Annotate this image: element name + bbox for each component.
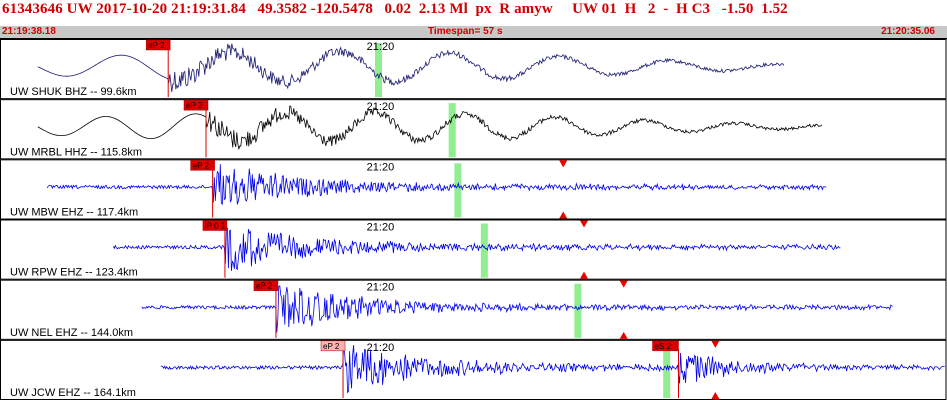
waveform-trace [46,164,827,205]
trace-panel-frame [0,39,947,100]
waveform-trace [37,43,785,92]
p-pick-label: eP 2 [323,342,340,351]
end-time: 21:20:35.06 [881,26,935,37]
station-label: UW JCW EHZ -- 164.1km [10,387,136,399]
event-header: 61343646 UW 2017-10-20 21:19:31.84 49.35… [0,0,947,26]
seismogram-panel[interactable]: 21:20 eP 2 UW SHUK BHZ -- 99.6km 21:20 eP 2 U… [0,39,947,400]
amplitude-window-marker [580,271,589,279]
time-bar: 21:19:38.18 Timespan= 57 s 21:20:35.06 [0,26,947,39]
waveform-trace [141,285,893,333]
amplitude-window-marker [619,331,628,339]
amplitude-window-marker [559,160,568,168]
minute-tick-label: 21:20 [367,101,395,113]
amplitude-window-marker [619,280,628,288]
coda-marker [480,223,488,278]
waveform-trace [113,227,841,271]
minute-tick-label: 21:20 [367,161,395,173]
p-pick-label: eP 2 [148,41,165,50]
coda-marker [448,103,456,158]
p-pick-label: eP 2 [256,282,273,291]
station-label: UW RPW EHZ -- 123.4km [10,267,138,279]
start-time: 21:19:38.18 [2,26,56,37]
station-label: UW NEL EHZ -- 144.0km [10,327,133,339]
station-label: UW SHUK BHZ -- 99.6km [10,86,137,98]
p-pick-flag [253,280,279,291]
station-label: UW MBW EHZ -- 117.4km [10,207,138,219]
waveform-trace [160,345,945,394]
s-pick-flag [652,340,679,352]
p-pick-flag [145,39,171,51]
timespan: Timespan= 57 s [428,26,503,37]
minute-tick-label: 21:20 [367,41,395,53]
minute-tick-label: 21:20 [367,282,395,294]
s-pick-label: eS 2 [655,342,672,351]
p-pick-label: eP 2 [193,161,210,170]
event-summary: 61343646 UW 2017-10-20 21:19:31.84 49.35… [2,1,788,17]
trace-panel-frame [0,219,947,280]
station-label: UW MRBL HHZ -- 115.8km [10,146,142,158]
coda-marker [454,163,462,218]
trace-panel-frame [0,279,947,340]
p-pick-flag [190,160,215,171]
p-pick-label: eP 2 [186,101,203,110]
coda-marker [375,43,382,98]
p-pick-label: iP 0 1 [205,222,226,231]
amplitude-window-marker [559,211,568,219]
amplitude-window-marker [711,340,720,348]
minute-tick-label: 21:20 [367,342,395,354]
coda-marker [574,283,582,338]
p-pick-flag [183,99,209,111]
waveform-trace [37,105,823,150]
p-pick-flag [202,220,228,231]
minute-tick-label: 21:20 [367,222,395,234]
p-pick-flag [320,340,346,352]
trace-panel-frame [0,159,947,220]
trace-panel-frame [0,99,947,160]
amplitude-window-marker [580,220,589,228]
coda-marker [663,343,671,398]
amplitude-window-marker [711,392,720,399]
